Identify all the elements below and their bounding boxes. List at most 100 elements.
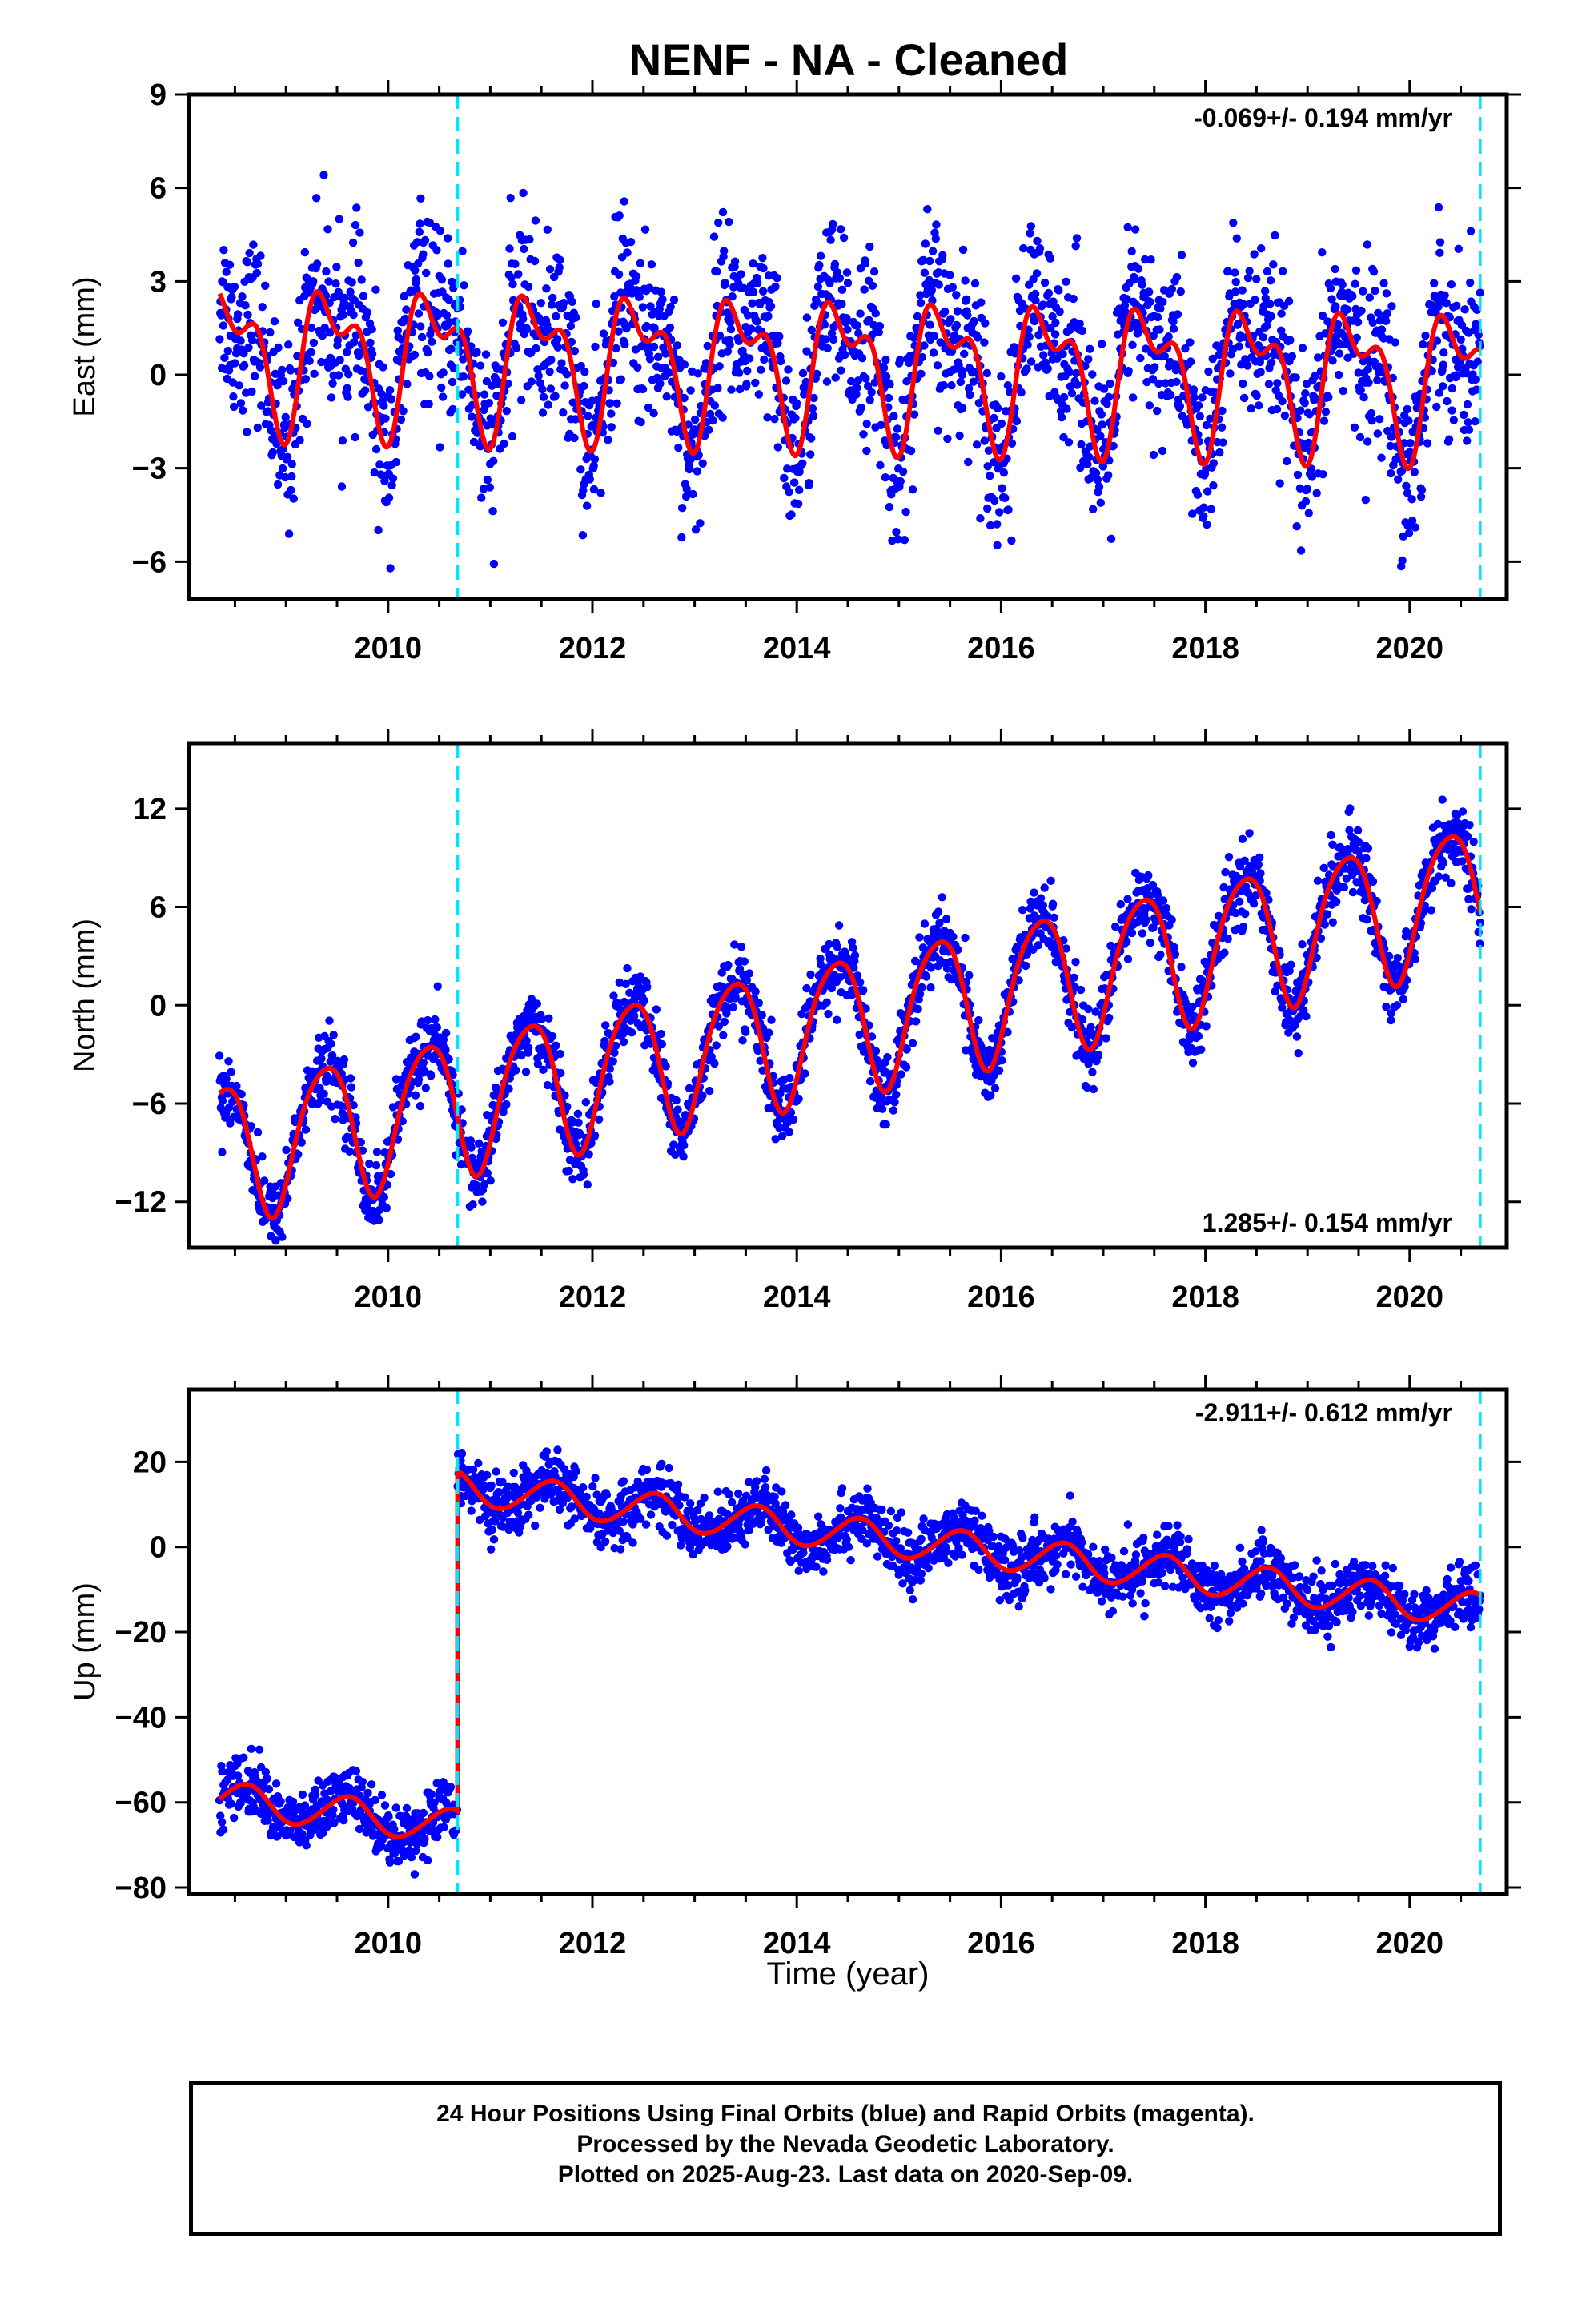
data-point [1252, 391, 1261, 400]
data-point [842, 268, 852, 277]
data-point [1353, 826, 1363, 835]
data-point [1130, 275, 1139, 284]
data-point [331, 1115, 339, 1124]
x-tick-label: 2010 [355, 1281, 423, 1314]
data-point [1065, 368, 1074, 376]
data-point [385, 386, 395, 395]
data-point [578, 531, 588, 540]
data-point [1321, 408, 1331, 416]
data-point [556, 255, 564, 264]
data-point [920, 268, 930, 277]
data-point [806, 970, 815, 979]
data-point [862, 420, 871, 428]
data-point [255, 363, 265, 372]
data-point [1239, 379, 1247, 388]
data-point [1373, 376, 1382, 384]
data-point [781, 376, 791, 385]
data-point [1086, 1023, 1095, 1031]
data-point [881, 356, 890, 364]
data-point [236, 336, 245, 345]
data-point [312, 194, 321, 203]
data-point [1463, 436, 1472, 445]
data-point [679, 1152, 688, 1161]
data-point [1332, 897, 1341, 907]
data-point [489, 456, 498, 465]
data-point [278, 1232, 287, 1241]
data-point [770, 415, 779, 424]
data-point [1343, 305, 1351, 314]
data-point [1351, 266, 1361, 275]
data-point [1407, 517, 1417, 525]
data-point [896, 356, 905, 364]
data-point [892, 528, 901, 537]
data-point [483, 1111, 492, 1120]
data-point [536, 299, 545, 308]
data-point [592, 413, 600, 422]
data-point [1323, 910, 1332, 919]
data-point [612, 344, 620, 353]
data-point [921, 239, 930, 248]
data-point [220, 353, 229, 362]
data-point [416, 194, 425, 203]
data-point [1363, 844, 1373, 853]
data-point [366, 338, 375, 348]
data-point [909, 410, 919, 419]
data-point [999, 468, 1009, 477]
data-point [303, 419, 311, 428]
data-point [751, 378, 760, 388]
data-point [281, 412, 290, 422]
data-point [738, 1036, 747, 1045]
data-point [620, 340, 629, 349]
data-point [1219, 438, 1227, 447]
data-point [1089, 505, 1098, 513]
data-point [1444, 435, 1454, 444]
data-point [1435, 248, 1444, 257]
data-point [282, 1145, 291, 1155]
data-point [926, 983, 935, 992]
data-point [284, 529, 294, 538]
data-point [837, 225, 845, 234]
data-point [1166, 390, 1175, 400]
data-point [1411, 523, 1420, 532]
data-point [1243, 273, 1253, 283]
data-point [1040, 883, 1049, 892]
data-point [920, 919, 930, 928]
data-point [837, 300, 846, 308]
data-point [1256, 869, 1265, 878]
data-point [970, 279, 980, 288]
data-point [1286, 336, 1295, 344]
data-point [437, 383, 446, 392]
data-point [713, 267, 721, 276]
data-point [411, 266, 420, 275]
data-point [815, 260, 824, 270]
data-point [946, 315, 955, 324]
data-point [801, 1069, 809, 1078]
data-point [1030, 888, 1038, 897]
data-point [934, 280, 943, 289]
data-point [335, 215, 343, 223]
data-point [1036, 894, 1046, 903]
data-point [1271, 231, 1279, 240]
data-point [943, 434, 952, 444]
y-tick-label: 6 [150, 891, 167, 925]
data-point [813, 282, 823, 292]
data-point [1398, 466, 1407, 476]
data-point [958, 404, 967, 412]
data-point [439, 1035, 448, 1044]
data-point [412, 275, 420, 284]
data-point [856, 309, 865, 318]
data-point [773, 443, 782, 452]
data-point [1217, 423, 1227, 432]
data-point [1153, 406, 1162, 416]
data-point [367, 324, 376, 334]
data-point [542, 284, 551, 293]
data-point [267, 426, 275, 435]
data-point [809, 393, 818, 403]
data-point [1148, 375, 1158, 384]
data-point [642, 321, 651, 331]
data-point [723, 347, 733, 356]
data-point [1278, 396, 1287, 406]
data-point [1203, 520, 1211, 529]
data-point [726, 324, 736, 334]
data-point [580, 381, 588, 391]
